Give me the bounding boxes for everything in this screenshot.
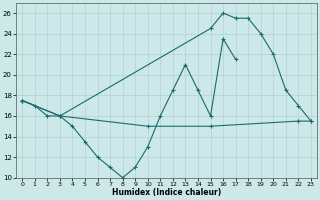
X-axis label: Humidex (Indice chaleur): Humidex (Indice chaleur)	[112, 188, 221, 197]
